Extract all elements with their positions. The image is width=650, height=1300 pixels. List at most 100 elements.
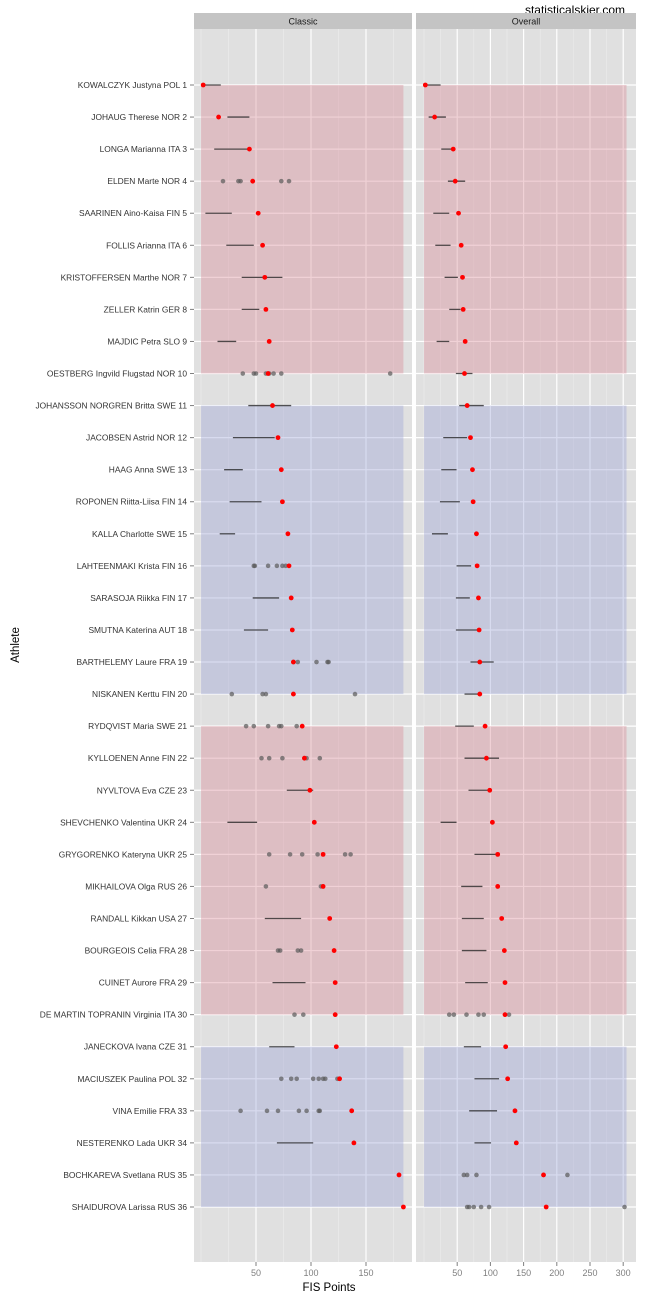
- athlete-label: OESTBERG Ingvild Flugstad NOR 10: [47, 369, 187, 379]
- other-race-point: [259, 755, 264, 761]
- panel-overall: Overall 50 100 150 200 250 300: [416, 13, 636, 1278]
- athlete-label: ZELLER Katrin GER 8: [104, 304, 188, 314]
- current-race-point: [286, 563, 292, 569]
- other-race-point: [266, 852, 272, 857]
- facet-strip: [194, 13, 412, 29]
- other-race-point: [326, 659, 331, 665]
- x-tick-label: 50: [452, 1268, 462, 1278]
- athlete-label: MACIUSZEK Paulina POL 32: [77, 1074, 187, 1084]
- other-race-point: [295, 948, 301, 953]
- current-race-point: [266, 339, 272, 344]
- other-race-point: [323, 1076, 328, 1082]
- other-race-point: [277, 948, 283, 953]
- other-race-point: [348, 852, 353, 857]
- other-race-point: [474, 1172, 479, 1178]
- other-race-point: [243, 723, 249, 729]
- other-race-point: [283, 563, 289, 569]
- current-race-point: [262, 274, 268, 280]
- y-axis-title: Athlete: [10, 627, 22, 663]
- current-race-point: [216, 114, 222, 120]
- current-race-point: [474, 563, 480, 569]
- athlete-label: MAJDIC Petra SLO 9: [107, 336, 187, 346]
- current-race-point: [476, 627, 482, 633]
- other-race-point: [478, 1204, 484, 1210]
- current-race-point: [495, 884, 501, 889]
- current-race-point: [482, 723, 488, 729]
- other-race-point: [299, 852, 305, 857]
- other-race-point: [622, 1204, 627, 1210]
- athlete-label: NESTERENKO Lada UKR 34: [77, 1138, 188, 1148]
- athlete-label: SAARINEN Aino-Kaisa FIN 5: [79, 208, 187, 218]
- other-race-point: [264, 1108, 270, 1114]
- current-race-point: [307, 787, 313, 793]
- other-race-point: [342, 852, 348, 857]
- x-tick-label: 150: [516, 1268, 531, 1278]
- x-tick-label: 300: [616, 1268, 631, 1278]
- x-tick-label: 250: [582, 1268, 597, 1278]
- current-race-point: [291, 691, 296, 697]
- current-race-point: [265, 371, 271, 376]
- current-race-point: [396, 1172, 402, 1178]
- athlete-label: JOHAUG Therese NOR 2: [91, 112, 187, 122]
- other-race-point: [315, 852, 320, 857]
- current-race-point: [320, 884, 326, 889]
- athlete-label: JANECKOVA Ivana CZE 31: [84, 1042, 188, 1052]
- current-race-point: [456, 210, 461, 216]
- other-race-point: [263, 884, 269, 889]
- other-race-point: [387, 371, 393, 376]
- other-race-point: [260, 691, 265, 697]
- current-race-point: [331, 948, 337, 953]
- other-race-point: [486, 1204, 492, 1210]
- other-race-point: [481, 1012, 487, 1017]
- other-race-point: [280, 755, 285, 761]
- other-race-point: [220, 178, 226, 184]
- current-race-point: [543, 1204, 549, 1210]
- current-race-point: [200, 82, 206, 88]
- panel-classic: Classic 50 100 150: [194, 13, 412, 1278]
- other-race-point: [352, 691, 358, 697]
- other-race-point: [240, 371, 246, 376]
- other-race-point: [461, 1172, 467, 1178]
- other-race-point: [266, 755, 272, 761]
- athlete-label: SHEVCHENKO Valentina UKR 24: [60, 817, 187, 827]
- current-race-point: [477, 691, 483, 697]
- other-race-point: [238, 178, 243, 184]
- other-race-point: [466, 1204, 472, 1210]
- facet-strip-label: Classic: [288, 17, 318, 27]
- current-race-point: [263, 307, 269, 312]
- other-race-point: [279, 371, 284, 376]
- band-blue: [424, 1046, 627, 1207]
- other-race-point: [265, 563, 271, 569]
- other-race-point: [296, 1108, 302, 1114]
- band-blue: [201, 1046, 404, 1207]
- current-race-point: [458, 242, 464, 248]
- athlete-label: NYVLTOVA Eva CZE 23: [97, 785, 188, 795]
- other-race-point: [471, 1204, 477, 1210]
- athlete-label: FOLLIS Arianna ITA 6: [106, 240, 187, 250]
- current-race-point: [299, 723, 305, 729]
- band-blue: [201, 405, 404, 695]
- x-tick-label: 150: [358, 1268, 373, 1278]
- facet-strip: [416, 13, 636, 29]
- other-race-point: [279, 1076, 284, 1082]
- athlete-label: VINA Emilie FRA 33: [113, 1106, 188, 1116]
- athlete-label: BOCHKAREVA Svetlana RUS 35: [63, 1170, 187, 1180]
- current-race-point: [349, 1108, 355, 1114]
- current-race-point: [499, 916, 505, 921]
- other-race-point: [294, 723, 300, 729]
- other-race-point: [464, 1172, 470, 1178]
- band-red: [201, 726, 404, 1015]
- current-race-point: [512, 1108, 518, 1114]
- y-axis-labels: KOWALCZYK Justyna POL 1 JOHAUG Therese NO…: [35, 80, 194, 1212]
- band-red: [424, 726, 627, 1015]
- facet-strip-label: Overall: [512, 17, 541, 27]
- athlete-label: CUINET Aurore FRA 29: [99, 978, 188, 988]
- other-race-point: [253, 371, 259, 376]
- current-race-point: [474, 531, 479, 537]
- current-race-point: [327, 916, 333, 921]
- current-race-point: [255, 210, 261, 216]
- panel-background: [194, 29, 412, 1262]
- current-race-point: [332, 980, 338, 985]
- current-race-point: [311, 819, 317, 825]
- current-race-point: [468, 435, 473, 441]
